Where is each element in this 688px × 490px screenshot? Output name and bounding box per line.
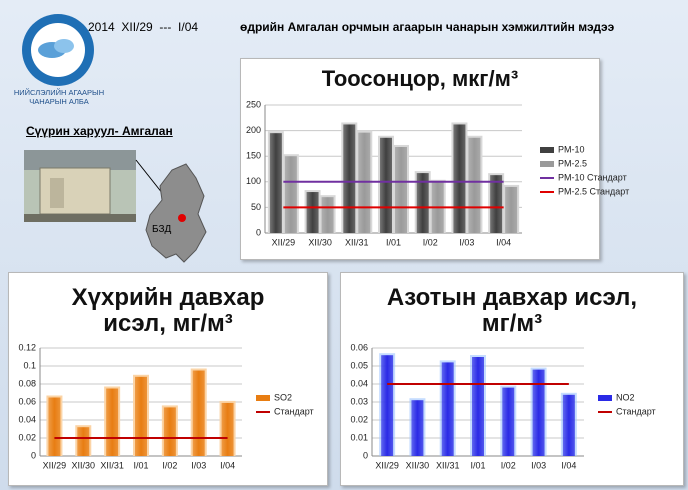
y-tick-label: 0.03 xyxy=(350,396,368,406)
chart-title: Хүхрийн давхар исэл, мг/м³ xyxy=(71,284,265,338)
y-tick-label: 0 xyxy=(363,450,368,460)
x-tick-label: I/02 xyxy=(501,460,516,470)
x-tick-label: I/02 xyxy=(423,237,438,247)
legend-label: PM-2.5 Стандарт xyxy=(558,186,629,196)
district-map xyxy=(135,159,207,263)
district-label: БЗД xyxy=(152,224,172,235)
chart: 0 0.01 0.02 0.03 0.04 0.05 0.06 XII/29 XII/30 XII… xyxy=(350,342,655,470)
bar xyxy=(453,124,466,233)
y-tick-label: 0.02 xyxy=(18,432,36,442)
header-title: өдрийн Амгалан орчмын агаарын чанарын хэ… xyxy=(240,20,615,34)
x-tick-label: XII/29 xyxy=(43,460,67,470)
x-tick-label: I/01 xyxy=(133,460,148,470)
x-tick-label: I/03 xyxy=(531,460,546,470)
legend-label: SO2 xyxy=(274,392,292,402)
bar xyxy=(468,137,481,233)
bar xyxy=(381,355,394,456)
chart: 0 50 100 150 200 250 XII/29 XII/30 XII/31 I/01 I/0… xyxy=(246,99,629,247)
chart: 0 0.02 0.04 0.06 0.08 0.1 0.12 XII/29 XII/30 XII/… xyxy=(18,342,313,470)
x-tick-label: I/04 xyxy=(496,237,511,247)
x-tick-label: I/04 xyxy=(561,460,576,470)
legend-label: Стандарт xyxy=(616,406,656,416)
y-tick-label: 0.08 xyxy=(18,378,36,388)
bar xyxy=(562,394,575,456)
y-tick-label: 100 xyxy=(246,176,261,186)
legend-swatch xyxy=(540,147,554,153)
y-tick-label: 0.01 xyxy=(350,432,368,442)
chart-title: Азотын давхар исэл, мг/м³ xyxy=(386,284,638,338)
logo xyxy=(22,14,94,86)
y-tick-label: 250 xyxy=(246,99,261,109)
legend-swatch xyxy=(540,161,554,167)
y-tick-label: 0.06 xyxy=(350,342,368,352)
legend-label: Стандарт xyxy=(274,406,314,416)
bar xyxy=(380,137,392,233)
y-tick-label: 150 xyxy=(246,151,261,161)
y-tick-label: 0.04 xyxy=(350,378,368,388)
bar xyxy=(411,400,424,456)
bar xyxy=(192,370,205,456)
x-tick-label: I/02 xyxy=(162,460,177,470)
bar xyxy=(532,369,545,456)
y-tick-label: 0.04 xyxy=(18,414,36,424)
x-tick-label: I/01 xyxy=(386,237,401,247)
y-tick-label: 0.05 xyxy=(350,360,368,370)
y-tick-label: 0 xyxy=(31,450,36,460)
station-label: Сүүрин харуул- Амгалан xyxy=(26,124,173,138)
bar xyxy=(441,362,454,456)
bar xyxy=(221,402,234,456)
bar xyxy=(284,156,297,233)
bar xyxy=(358,132,371,233)
station-photo xyxy=(24,150,136,222)
x-tick-label: XII/31 xyxy=(345,237,369,247)
bar xyxy=(306,192,319,233)
bar xyxy=(163,407,176,456)
bar xyxy=(48,397,61,456)
x-tick-label: I/04 xyxy=(220,460,235,470)
period: 2014 XII/29 --- I/04 xyxy=(88,20,199,34)
bar xyxy=(343,124,356,233)
x-tick-label: XII/30 xyxy=(72,460,96,470)
x-tick-label: XII/30 xyxy=(308,237,332,247)
y-tick-label: 0.1 xyxy=(23,360,36,370)
y-tick-label: 0.12 xyxy=(18,342,36,352)
y-tick-label: 0 xyxy=(256,227,261,237)
legend-swatch xyxy=(598,395,612,401)
bar xyxy=(395,146,407,233)
x-tick-label: XII/31 xyxy=(100,460,124,470)
x-tick-label: XII/29 xyxy=(375,460,399,470)
legend-label: PM-10 xyxy=(558,144,585,154)
bar xyxy=(505,186,518,233)
legend-swatch xyxy=(256,395,270,401)
x-tick-label: I/01 xyxy=(470,460,485,470)
bar xyxy=(502,387,515,456)
x-tick-label: XII/31 xyxy=(436,460,460,470)
bar xyxy=(77,427,90,456)
y-tick-label: 50 xyxy=(251,202,261,212)
x-tick-label: XII/30 xyxy=(406,460,430,470)
legend-label: NO2 xyxy=(616,392,635,402)
x-tick-label: I/03 xyxy=(191,460,206,470)
bar xyxy=(490,175,503,233)
x-tick-label: I/03 xyxy=(459,237,474,247)
y-tick-label: 0.02 xyxy=(350,414,368,424)
bar xyxy=(472,357,484,456)
bar xyxy=(321,197,334,233)
bar xyxy=(106,388,119,456)
legend-label: PM-2.5 xyxy=(558,158,587,168)
legend-label: PM-10 Стандарт xyxy=(558,172,627,182)
chart-title: Тоосонцор, мкг/м³ xyxy=(321,66,519,91)
x-tick-label: XII/29 xyxy=(272,237,296,247)
bar xyxy=(416,173,429,233)
y-tick-label: 200 xyxy=(246,125,261,135)
org-name: НИЙСЛЭЛИЙН АГААРЫН ЧАНАРЫН АЛБА xyxy=(13,88,105,106)
bar xyxy=(269,133,282,233)
bar xyxy=(135,376,147,456)
y-tick-label: 0.06 xyxy=(18,396,36,406)
